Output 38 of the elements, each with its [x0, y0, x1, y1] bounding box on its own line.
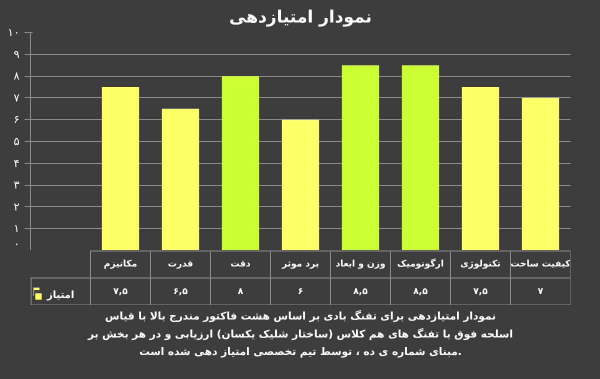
bar — [462, 87, 500, 250]
y-tick-label: ۶ — [14, 113, 20, 126]
bar — [402, 65, 440, 250]
x-tick-label: کیفیت ساخت — [510, 259, 572, 270]
data-label: ۸,۵ — [353, 286, 368, 297]
y-tick-label: ۱۰ — [8, 26, 20, 39]
y-tick-label: ۲ — [14, 200, 20, 214]
x-tick-label: قدرت — [168, 259, 194, 270]
data-label: ۶,۵ — [173, 286, 188, 297]
y-tick-label: ۸ — [14, 70, 20, 83]
data-label: ۷ — [538, 286, 544, 297]
bar — [282, 120, 320, 250]
bar — [222, 76, 260, 250]
y-tick-label: ۴ — [14, 156, 20, 170]
y-tick-label: ۱ — [14, 222, 20, 236]
data-label: ۶ — [298, 286, 304, 297]
bar — [342, 65, 380, 250]
y-tick-label: ۷ — [14, 91, 20, 104]
y-tick-label: ۳ — [14, 178, 20, 192]
data-label: ۸ — [238, 286, 244, 297]
x-tick-label: برد موثر — [281, 259, 319, 270]
chart-title: نمودار امتیازدهی — [229, 8, 372, 28]
bar — [102, 87, 140, 250]
y-tick-label: ۹ — [14, 48, 20, 61]
x-tick-label: تکنولوژی — [460, 259, 501, 270]
x-tick-label: دقت — [230, 259, 251, 270]
x-tick-label: ارگونومیک — [397, 257, 444, 270]
legend-label: امتیاز — [47, 290, 74, 301]
y-tick-label: ۵ — [14, 135, 20, 148]
y-tick-label: ۰ — [14, 238, 20, 250]
text: نمودار امتیازدهی برای تفنگ بادی بر اساس هشت فاکتور مندرج بالا با قیاس اسلحه فوق با تفنگ های هم کلاس (ساختار شلیک یکسان) ارزیابی و در هر بخش بر مبنای شماره ی ده ، توسط تیم تخصصی امتیاز دهی شده است. — [87, 310, 513, 358]
bar — [522, 98, 560, 250]
data-label: ۷,۵ — [113, 286, 128, 297]
x-tick-label: وزن و ابعاد — [336, 259, 386, 270]
data-label: ۷,۵ — [473, 286, 488, 297]
data-label: ۸,۵ — [413, 286, 428, 297]
x-tick-label: مکانیزم — [104, 259, 138, 270]
bar — [162, 108, 200, 250]
